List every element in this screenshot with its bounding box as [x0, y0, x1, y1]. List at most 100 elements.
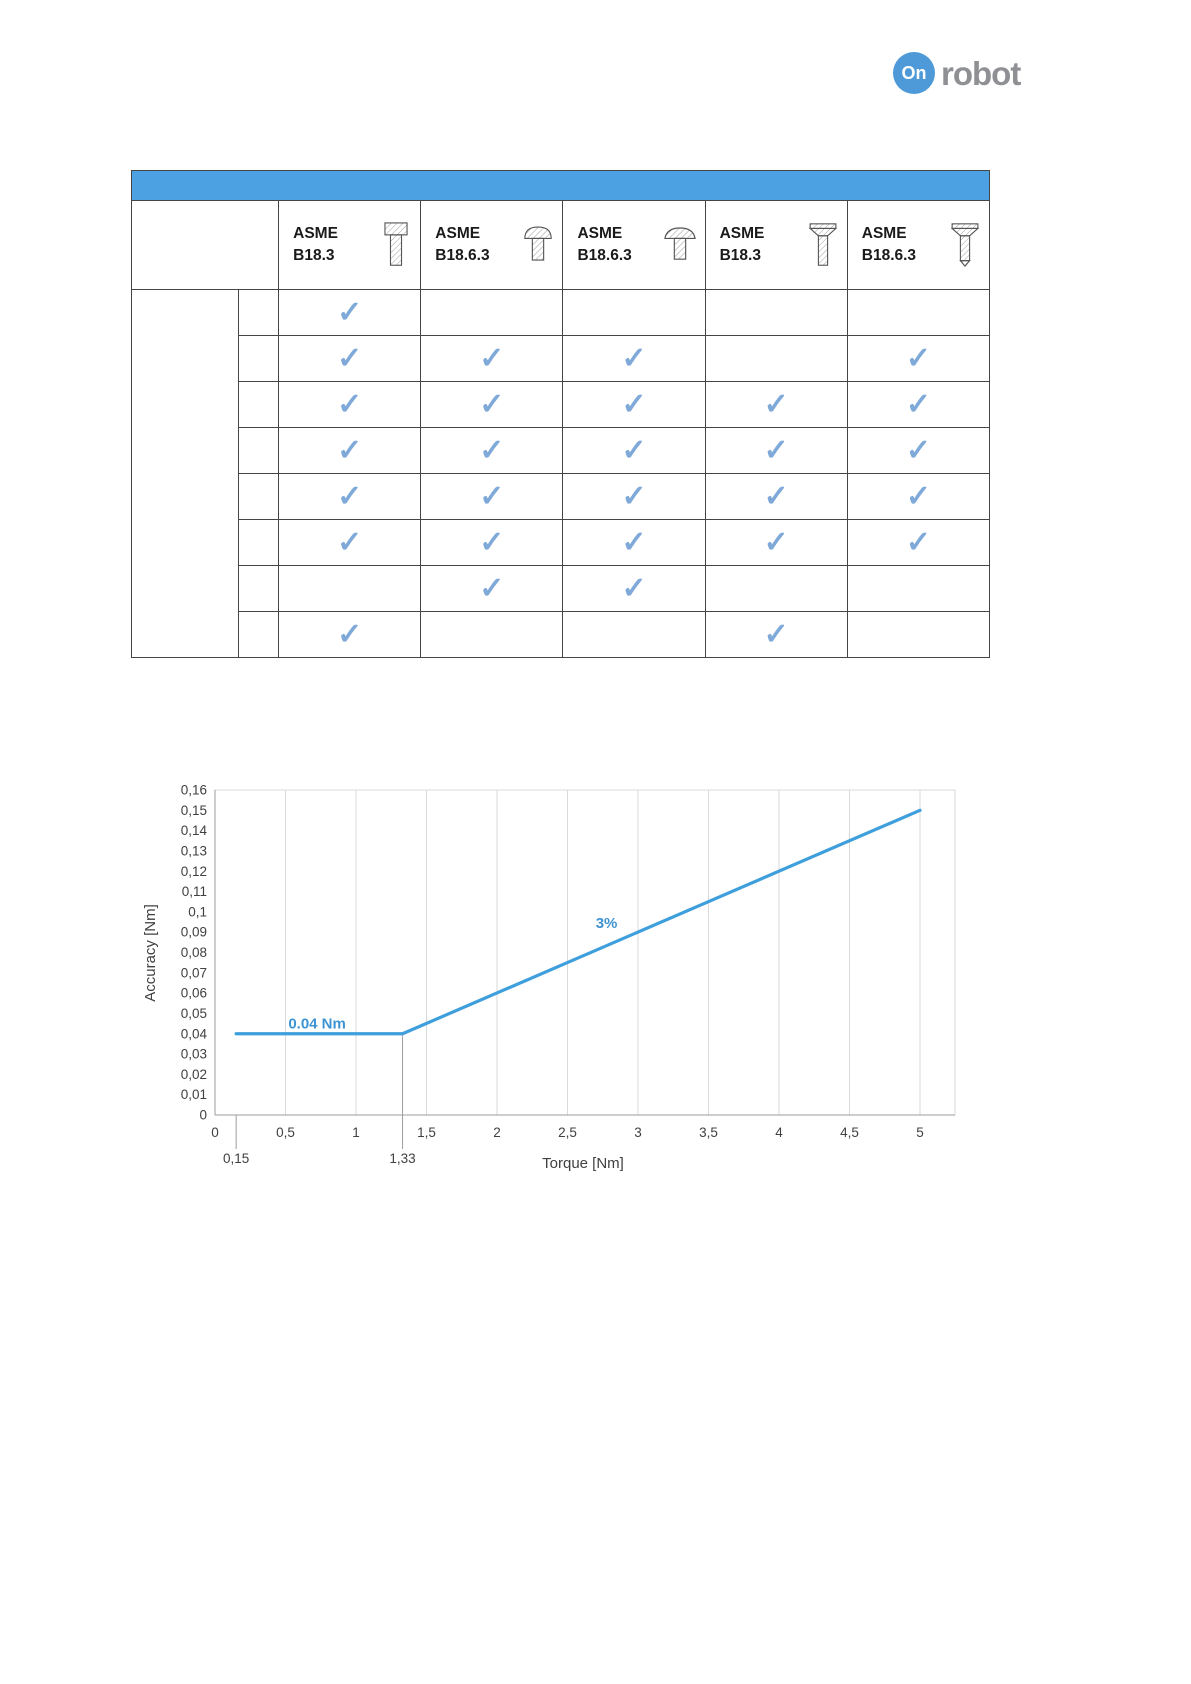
table-title-bar [131, 170, 990, 201]
check-cell: ✓ [846, 427, 991, 474]
checkmark-icon: ✓ [337, 433, 363, 467]
check-cell: ✓ [846, 473, 991, 520]
checkmark-icon: ✓ [763, 433, 789, 467]
y-tick-label: 0,1 [188, 904, 207, 919]
table-header-row: ASME B18.3 ASME B18.6.3 [130, 200, 991, 290]
y-tick-label: 0,12 [181, 864, 207, 879]
row-label-cell [238, 611, 280, 658]
x-tick-label: 0,5 [276, 1125, 295, 1140]
y-tick-label: 0,11 [182, 884, 207, 899]
check-cell: ✓ [704, 427, 848, 474]
check-cell: ✓ [278, 473, 422, 520]
check-cell: ✓ [562, 427, 706, 474]
checkmark-icon: ✓ [337, 295, 363, 329]
checkmark-icon: ✓ [621, 571, 647, 605]
table-row: ✓ ✓ ✓ ✓ ✓ [132, 473, 991, 520]
check-cell: ✓ [278, 427, 422, 474]
checkmark-icon: ✓ [337, 387, 363, 421]
countersunk-machine-screw-icon [949, 222, 981, 268]
screw-table-body: ✓ ✓ ✓ ✓ ✓ ✓ ✓ ✓ ✓ ✓ ✓ ✓ ✓ ✓ ✓ ✓ ✓ ✓ ✓ ✓ ✓ ✓ ✓ ✓ ✓ ✓ ✓ ✓ ✓ [130, 289, 991, 658]
corner-cell [130, 200, 280, 290]
table-row: ✓ ✓ ✓ ✓ [132, 335, 991, 382]
y-tick-label: 0,03 [181, 1047, 207, 1062]
x-tick-label: 3,5 [699, 1125, 718, 1140]
empty-check-cell [704, 289, 848, 336]
chart-x-axis-title: Torque [Nm] [542, 1155, 624, 1172]
chart-annotation: 3% [596, 915, 618, 932]
onrobot-logo-text: robot [941, 54, 1021, 92]
checkmark-icon: ✓ [337, 617, 363, 651]
checkmark-icon: ✓ [905, 387, 931, 421]
checkmark-icon: ✓ [621, 387, 647, 421]
truss-head-screw-icon [663, 226, 697, 264]
check-cell: ✓ [420, 335, 564, 382]
accuracy-chart-svg: 0 0,01 0,02 0,03 0,04 0,05 0,06 0,07 0,08 0,09 0,1… [142, 783, 956, 1172]
x-tick-label: 4 [775, 1125, 783, 1140]
x-tick-label: 3 [634, 1125, 642, 1140]
x-tick-label: 1 [352, 1125, 360, 1140]
chart-y-axis-title: Accuracy [Nm] [142, 904, 159, 1002]
checkmark-icon: ✓ [337, 525, 363, 559]
check-cell: ✓ [846, 335, 991, 382]
row-label-cell [238, 335, 280, 382]
check-cell: ✓ [278, 335, 422, 382]
x-tick-label: 5 [916, 1125, 924, 1140]
row-label-cell [238, 565, 280, 612]
checkmark-icon: ✓ [479, 525, 505, 559]
checkmark-icon: ✓ [479, 571, 505, 605]
check-cell: ✓ [562, 519, 706, 566]
table-row: ✓ ✓ [132, 611, 991, 658]
empty-check-cell [846, 289, 991, 336]
x-tick-label: 4,5 [840, 1125, 859, 1140]
check-cell: ✓ [420, 565, 564, 612]
checkmark-icon: ✓ [621, 525, 647, 559]
checkmark-icon: ✓ [905, 433, 931, 467]
y-tick-label: 0,07 [181, 965, 207, 980]
empty-check-cell [704, 335, 848, 382]
y-tick-label: 0,04 [181, 1026, 208, 1041]
socket-head-cap-screw-icon [380, 222, 412, 268]
check-cell: ✓ [420, 473, 564, 520]
x-tick-label: 2,5 [558, 1125, 577, 1140]
checkmark-icon: ✓ [763, 479, 789, 513]
check-cell: ✓ [704, 611, 848, 658]
x-tick-label: 1,5 [417, 1125, 436, 1140]
pan-head-screw-icon [522, 225, 554, 265]
table-title-row [131, 170, 990, 201]
table-row: ✓ [130, 289, 991, 658]
chart-annotation: 0.04 Nm [288, 1016, 346, 1033]
column-header-label: ASME B18.6.3 [861, 225, 917, 264]
threshold-label: 1,33 [389, 1151, 415, 1166]
row-label-cell [238, 289, 280, 336]
y-tick-label: 0,16 [181, 783, 207, 798]
x-tick-label: 2 [493, 1125, 501, 1140]
y-tick-label: 0,13 [181, 843, 207, 858]
row-label-cell [238, 381, 280, 428]
checkmark-icon: ✓ [763, 617, 789, 651]
table-row: ✓ ✓ ✓ ✓ ✓ [132, 519, 991, 566]
column-header-label: ASME B18.6.3 [577, 225, 632, 264]
y-tick-label: 0,08 [181, 945, 207, 960]
y-tick-label: 0,14 [181, 823, 208, 838]
empty-check-cell [278, 565, 422, 612]
countersunk-flat-head-screw-icon [807, 222, 839, 268]
row-label-cell [238, 519, 280, 566]
checkmark-icon: ✓ [479, 479, 505, 513]
check-cell: ✓ [420, 427, 564, 474]
empty-check-cell [562, 289, 706, 336]
y-tick-label: 0,01 [181, 1087, 207, 1102]
check-cell: ✓ [704, 473, 848, 520]
table-row: ✓ ✓ [132, 565, 991, 612]
column-header-label: ASME B18.3 [719, 225, 765, 264]
checkmark-icon: ✓ [479, 433, 505, 467]
x-tick-label: 0 [211, 1125, 219, 1140]
table-row: ✓ ✓ ✓ ✓ ✓ [132, 381, 991, 428]
threshold-label: 0,15 [223, 1151, 249, 1166]
check-cell: ✓ [846, 519, 991, 566]
empty-check-cell [704, 565, 848, 612]
chart-generated: 0 0,01 0,02 0,03 0,04 0,05 0,06 0,07 0,08 0,09 0,1… [181, 783, 956, 1166]
check-cell: ✓ [704, 519, 848, 566]
onrobot-logo-circle-icon: On [893, 52, 935, 94]
check-cell: ✓ [562, 565, 706, 612]
